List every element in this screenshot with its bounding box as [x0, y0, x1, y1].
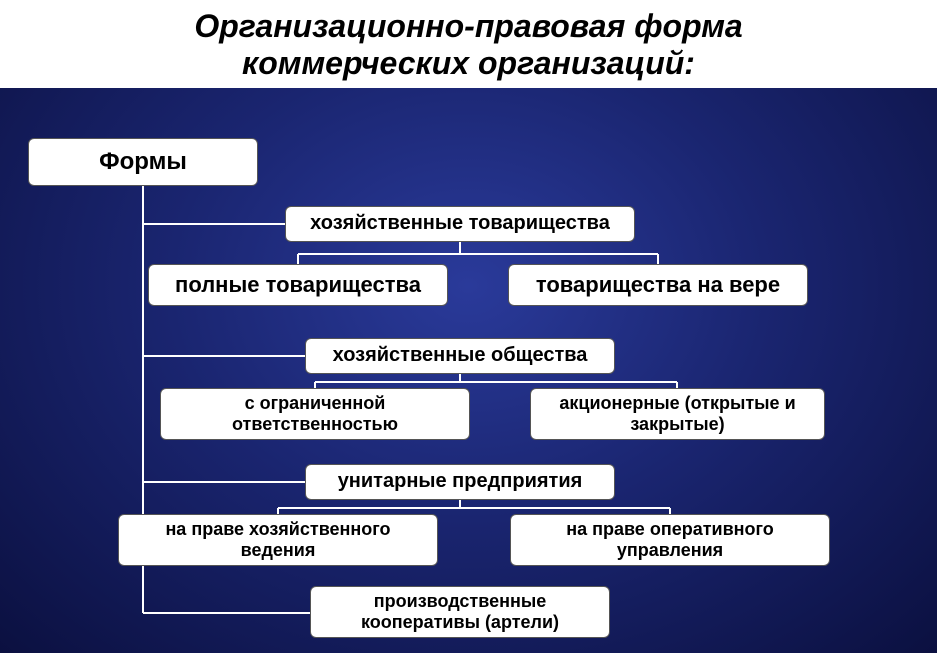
node-n2: хозяйственные общества [305, 338, 615, 374]
node-n2b: акционерные (открытые и закрытые) [530, 388, 825, 440]
node-n1b: товарищества на вере [508, 264, 808, 306]
title-line1: Организационно-правовая форма [0, 8, 937, 45]
diagram-stage: Формы хозяйственные товарищества полные … [0, 88, 937, 653]
node-n3b: на праве оперативного управления [510, 514, 830, 566]
node-n4: производственные кооперативы (артели) [310, 586, 610, 638]
node-n1a: полные товарищества [148, 264, 448, 306]
node-root: Формы [28, 138, 258, 186]
node-n3a: на праве хозяйственного ведения [118, 514, 438, 566]
node-n2a: с ограниченной ответственностью [160, 388, 470, 440]
node-n3: унитарные предприятия [305, 464, 615, 500]
title-line2: коммерческих организаций: [0, 45, 937, 82]
title-block: Организационно-правовая форма коммерческ… [0, 0, 937, 88]
node-n1: хозяйственные товарищества [285, 206, 635, 242]
